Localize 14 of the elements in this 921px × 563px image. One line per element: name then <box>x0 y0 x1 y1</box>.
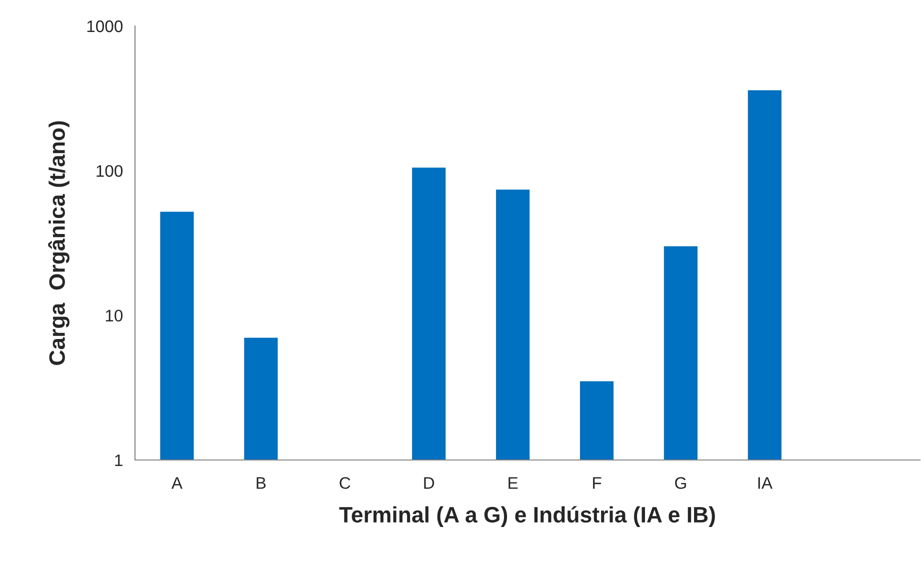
y-axis-title: Carga Orgânica (t/ano) <box>48 121 70 365</box>
y-tick-label: 100 <box>96 165 123 177</box>
y-tick-label: 1000 <box>87 20 123 32</box>
y-tick-label: 1 <box>115 454 122 466</box>
x-tick-label: G <box>675 477 686 489</box>
x-tick-label: C <box>340 477 350 489</box>
x-tick-label: B <box>256 477 266 489</box>
x-tick-label: IA <box>758 477 773 489</box>
x-axis-title: Terminal (A a G) e Indústria (IA e IB) <box>339 506 715 527</box>
x-tick-label: A <box>171 477 183 489</box>
y-tick-label: 10 <box>106 310 123 322</box>
x-tick-label: E <box>508 477 518 489</box>
x-tick-label: D <box>424 477 434 489</box>
x-tick-label: F <box>593 477 602 489</box>
